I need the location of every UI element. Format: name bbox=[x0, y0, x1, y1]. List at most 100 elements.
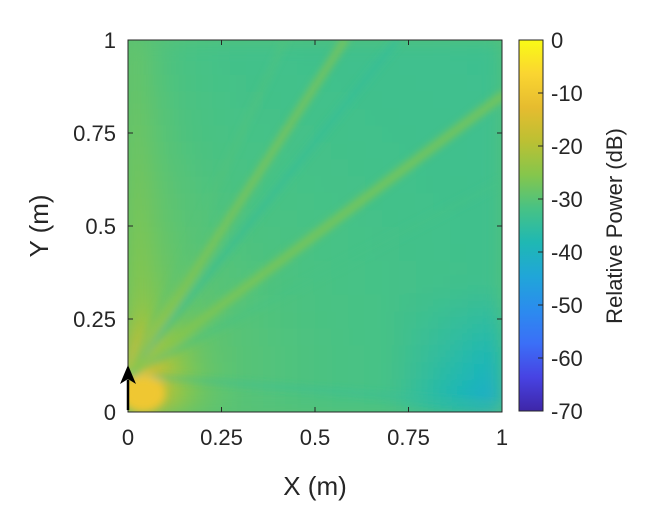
heatmap-cell bbox=[382, 343, 401, 363]
heatmap-cell bbox=[263, 106, 282, 126]
heatmap-cell bbox=[178, 72, 197, 92]
heatmap-cell bbox=[263, 241, 282, 261]
heatmap-cell bbox=[348, 343, 367, 363]
heatmap-cell bbox=[297, 191, 316, 211]
heatmap-cell bbox=[433, 89, 452, 109]
colorbar-tick-label: -60 bbox=[551, 346, 583, 371]
heatmap-cell bbox=[382, 72, 401, 92]
heatmap-cell bbox=[144, 241, 163, 261]
heatmap-cell bbox=[399, 123, 418, 143]
heatmap-cell bbox=[280, 72, 299, 92]
heatmap-cell bbox=[195, 191, 214, 211]
y-tick-label: 0.25 bbox=[73, 307, 116, 332]
heatmap-cell bbox=[246, 241, 265, 261]
heatmap-cell bbox=[229, 258, 248, 278]
colorbar-tick-label: -20 bbox=[551, 134, 583, 159]
source-arrow-head bbox=[120, 365, 136, 384]
heatmap-cell bbox=[297, 258, 316, 278]
heatmap-cell bbox=[195, 174, 214, 194]
heatmap-cell bbox=[128, 326, 146, 346]
heatmap-cell bbox=[399, 55, 418, 75]
heatmap-cell bbox=[128, 157, 146, 177]
heatmap-cell bbox=[331, 275, 350, 295]
heatmap-cell bbox=[229, 394, 248, 412]
heatmap-cell bbox=[280, 191, 299, 211]
heatmap-cell bbox=[450, 292, 469, 312]
heatmap-cell bbox=[263, 275, 282, 295]
heatmap-cell bbox=[331, 326, 350, 346]
beam-line bbox=[128, 40, 348, 378]
heatmap-cell bbox=[144, 157, 163, 177]
heatmap-cell bbox=[450, 360, 469, 380]
heatmap-cell bbox=[263, 394, 282, 412]
heatmap-cell bbox=[212, 40, 231, 58]
heatmap-cell bbox=[331, 123, 350, 143]
colorbar-tick-label: -10 bbox=[551, 81, 583, 106]
heatmap-cell bbox=[195, 40, 214, 58]
heatmap-cell bbox=[144, 40, 163, 58]
heatmap-cell bbox=[331, 343, 350, 363]
heatmap-cell bbox=[280, 394, 299, 412]
heatmap-cell bbox=[229, 55, 248, 75]
heatmap-cell bbox=[467, 326, 486, 346]
heatmap-cell bbox=[144, 123, 163, 143]
heatmap-cell bbox=[280, 208, 299, 227]
heatmap-cell bbox=[246, 326, 265, 346]
heatmap-cell bbox=[263, 191, 282, 211]
heatmap-cell bbox=[144, 191, 163, 211]
heatmap-cell bbox=[484, 292, 502, 312]
heatmap-cell bbox=[348, 106, 367, 126]
beam-line bbox=[128, 179, 502, 377]
heatmap-cell bbox=[467, 174, 486, 194]
heatmap-cell bbox=[246, 377, 265, 397]
heatmap-cell bbox=[246, 55, 265, 75]
heatmap-cell bbox=[297, 309, 316, 329]
heatmap-cell bbox=[382, 309, 401, 329]
heatmap-cell bbox=[128, 241, 146, 261]
heatmap-cell bbox=[297, 55, 316, 75]
heatmap-cell bbox=[280, 343, 299, 363]
heatmap-cell bbox=[348, 55, 367, 75]
heatmap-cell bbox=[178, 157, 197, 177]
heatmap-cell bbox=[128, 258, 146, 278]
heatmap-cell bbox=[348, 258, 367, 278]
heatmap-cell bbox=[212, 394, 231, 412]
heatmap-cell bbox=[365, 258, 384, 278]
heatmap-cell bbox=[467, 40, 486, 58]
heatmap-cell bbox=[484, 40, 502, 58]
heatmap-cell bbox=[331, 157, 350, 177]
heatmap-cell bbox=[229, 140, 248, 160]
heatmap-cell bbox=[450, 241, 469, 261]
heatmap-cell bbox=[229, 106, 248, 126]
heatmap-cell bbox=[433, 377, 452, 397]
heatmap-cell bbox=[365, 140, 384, 160]
heatmap-cell bbox=[382, 394, 401, 412]
heatmap-cell bbox=[416, 123, 435, 143]
heatmap-cell bbox=[161, 377, 180, 397]
heatmap-cell bbox=[212, 123, 231, 143]
heatmap-field bbox=[128, 40, 502, 412]
heatmap-beams bbox=[128, 40, 502, 412]
heatmap-cell bbox=[161, 241, 180, 261]
heatmap-cell bbox=[348, 140, 367, 160]
heatmap-cell bbox=[144, 258, 163, 278]
heatmap-cell bbox=[399, 275, 418, 295]
heatmap-cell bbox=[263, 326, 282, 346]
heatmap-cell bbox=[314, 394, 333, 412]
heatmap-cell bbox=[433, 275, 452, 295]
y-tick-label: 0.75 bbox=[73, 121, 116, 146]
heatmap-cell bbox=[484, 309, 502, 329]
heatmap-cell bbox=[433, 225, 452, 244]
heatmap-cell bbox=[484, 106, 502, 126]
heatmap-cell bbox=[433, 394, 452, 412]
heatmap-cell bbox=[382, 55, 401, 75]
heatmap-cell bbox=[467, 377, 486, 397]
heatmap-cell bbox=[450, 326, 469, 346]
heatmap-cell bbox=[128, 174, 146, 194]
beam-line bbox=[128, 40, 287, 377]
heatmap-cell bbox=[484, 258, 502, 278]
heatmap-cell bbox=[128, 106, 146, 126]
heatmap-cell bbox=[450, 343, 469, 363]
heatmap-cell bbox=[178, 40, 197, 58]
